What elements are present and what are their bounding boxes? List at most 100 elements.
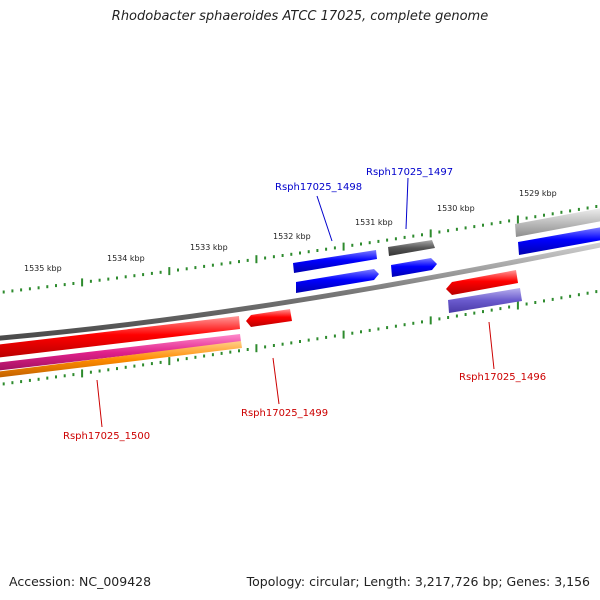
gene-label-1498[interactable]: Rsph17025_1498 — [275, 182, 362, 193]
gene-block-orange[interactable] — [0, 341, 242, 378]
inner-minor-tick — [2, 382, 5, 386]
inner-minor-tick — [290, 341, 293, 345]
inner-minor-tick — [543, 299, 545, 303]
tick-label-1534: 1534 kbp — [107, 254, 145, 263]
inner-minor-tick — [11, 381, 14, 385]
connector-1500 — [96, 379, 103, 428]
gene-label-1497[interactable]: Rsph17025_1497 — [366, 167, 453, 178]
outer-minor-tick — [543, 213, 545, 217]
outer-minor-tick — [238, 260, 240, 264]
inner-minor-tick — [534, 301, 537, 304]
outer-minor-tick — [177, 268, 179, 272]
inner-minor-tick — [438, 317, 441, 321]
outer-minor-tick — [272, 255, 275, 259]
tick-label-1533: 1533 kbp — [190, 243, 228, 252]
outer-minor-tick — [377, 239, 380, 243]
inner-minor-tick — [577, 293, 580, 297]
outer-major-tick — [516, 215, 519, 224]
inner-minor-tick — [560, 296, 563, 300]
inner-minor-tick — [490, 308, 493, 312]
inner-minor-tick — [116, 367, 118, 371]
gene-block-red-1499[interactable] — [246, 309, 292, 327]
outer-minor-tick — [72, 282, 75, 285]
inner-minor-tick — [98, 369, 101, 373]
outer-major-tick — [168, 267, 171, 276]
gene-block-lightgray-1528[interactable] — [515, 208, 600, 237]
gene-block-blue-1498a[interactable] — [293, 250, 377, 273]
inner-minor-tick — [272, 344, 275, 347]
gene-block-purple-1496[interactable] — [448, 288, 522, 313]
inner-minor-tick — [203, 354, 206, 358]
gene-label-1500[interactable]: Rsph17025_1500 — [63, 431, 150, 442]
outer-minor-tick — [551, 212, 554, 216]
inner-minor-tick — [124, 365, 127, 369]
outer-minor-tick — [569, 209, 572, 213]
outer-minor-tick — [142, 273, 145, 277]
inner-minor-tick — [316, 337, 319, 341]
inner-minor-tick — [351, 331, 354, 335]
tick-label-1531: 1531 kbp — [355, 218, 393, 227]
gene-block-blue-1497[interactable] — [391, 258, 437, 277]
outer-minor-tick — [534, 215, 537, 219]
inner-minor-tick — [133, 364, 136, 368]
outer-minor-tick — [290, 252, 293, 256]
inner-minor-tick — [482, 310, 484, 314]
outer-minor-tick — [386, 238, 389, 242]
gene-block-red-1500[interactable] — [0, 316, 240, 358]
outer-minor-tick — [412, 234, 415, 238]
inner-minor-tick — [89, 370, 92, 374]
gene-block-magenta[interactable] — [0, 334, 241, 371]
inner-minor-tick — [569, 294, 572, 298]
inner-minor-tick — [551, 297, 554, 301]
inner-minor-tick — [473, 311, 476, 315]
inner-minor-tick — [360, 330, 362, 334]
gene-label-1499[interactable]: Rsph17025_1499 — [241, 408, 328, 419]
gene-block-red-1496[interactable] — [446, 270, 518, 295]
inner-minor-tick — [37, 377, 40, 381]
outer-minor-tick — [37, 286, 40, 290]
outer-minor-tick — [473, 225, 476, 229]
inner-major-tick — [429, 316, 432, 325]
inner-minor-tick — [508, 305, 511, 309]
outer-minor-tick — [499, 220, 502, 224]
gene-block-blue-1528[interactable] — [518, 227, 600, 255]
tick-label-1529: 1529 kbp — [519, 189, 557, 198]
outer-minor-tick — [220, 262, 223, 266]
gene-label-1496[interactable]: Rsph17025_1496 — [459, 372, 546, 383]
outer-minor-tick — [333, 246, 336, 250]
connector-1499 — [272, 357, 280, 405]
outer-minor-tick — [525, 216, 528, 220]
inner-minor-tick — [177, 358, 179, 362]
inner-major-tick — [255, 344, 258, 353]
outer-minor-tick — [508, 219, 511, 223]
inner-minor-tick — [28, 378, 31, 382]
inner-minor-tick — [185, 357, 188, 361]
outer-minor-tick — [185, 267, 188, 271]
inner-minor-tick — [211, 353, 214, 357]
outer-minor-tick — [490, 222, 493, 226]
outer-minor-tick — [124, 275, 127, 279]
inner-minor-tick — [281, 342, 284, 346]
inner-minor-tick — [194, 355, 197, 359]
outer-minor-tick — [368, 241, 371, 245]
outer-minor-tick — [577, 207, 580, 211]
gene-block-gray-1497[interactable] — [388, 240, 435, 256]
outer-minor-tick — [447, 229, 450, 233]
gene-block-blue-1498b[interactable] — [296, 269, 379, 293]
inner-minor-tick — [159, 360, 162, 364]
outer-minor-tick — [455, 227, 458, 231]
outer-major-tick — [81, 278, 84, 287]
map-title: Rhodobacter sphaeroides ATCC 17025, comp… — [111, 9, 489, 24]
inner-tick-track — [2, 290, 598, 386]
outer-minor-tick — [150, 271, 153, 275]
inner-minor-tick — [264, 345, 267, 349]
outer-minor-tick — [299, 251, 301, 255]
inner-minor-tick — [394, 324, 397, 328]
inner-minor-tick — [412, 321, 415, 325]
inner-minor-tick — [299, 340, 301, 343]
outer-minor-tick — [46, 285, 49, 289]
outer-minor-tick — [403, 235, 406, 239]
outer-minor-tick — [421, 233, 423, 237]
inner-minor-tick — [107, 368, 110, 372]
